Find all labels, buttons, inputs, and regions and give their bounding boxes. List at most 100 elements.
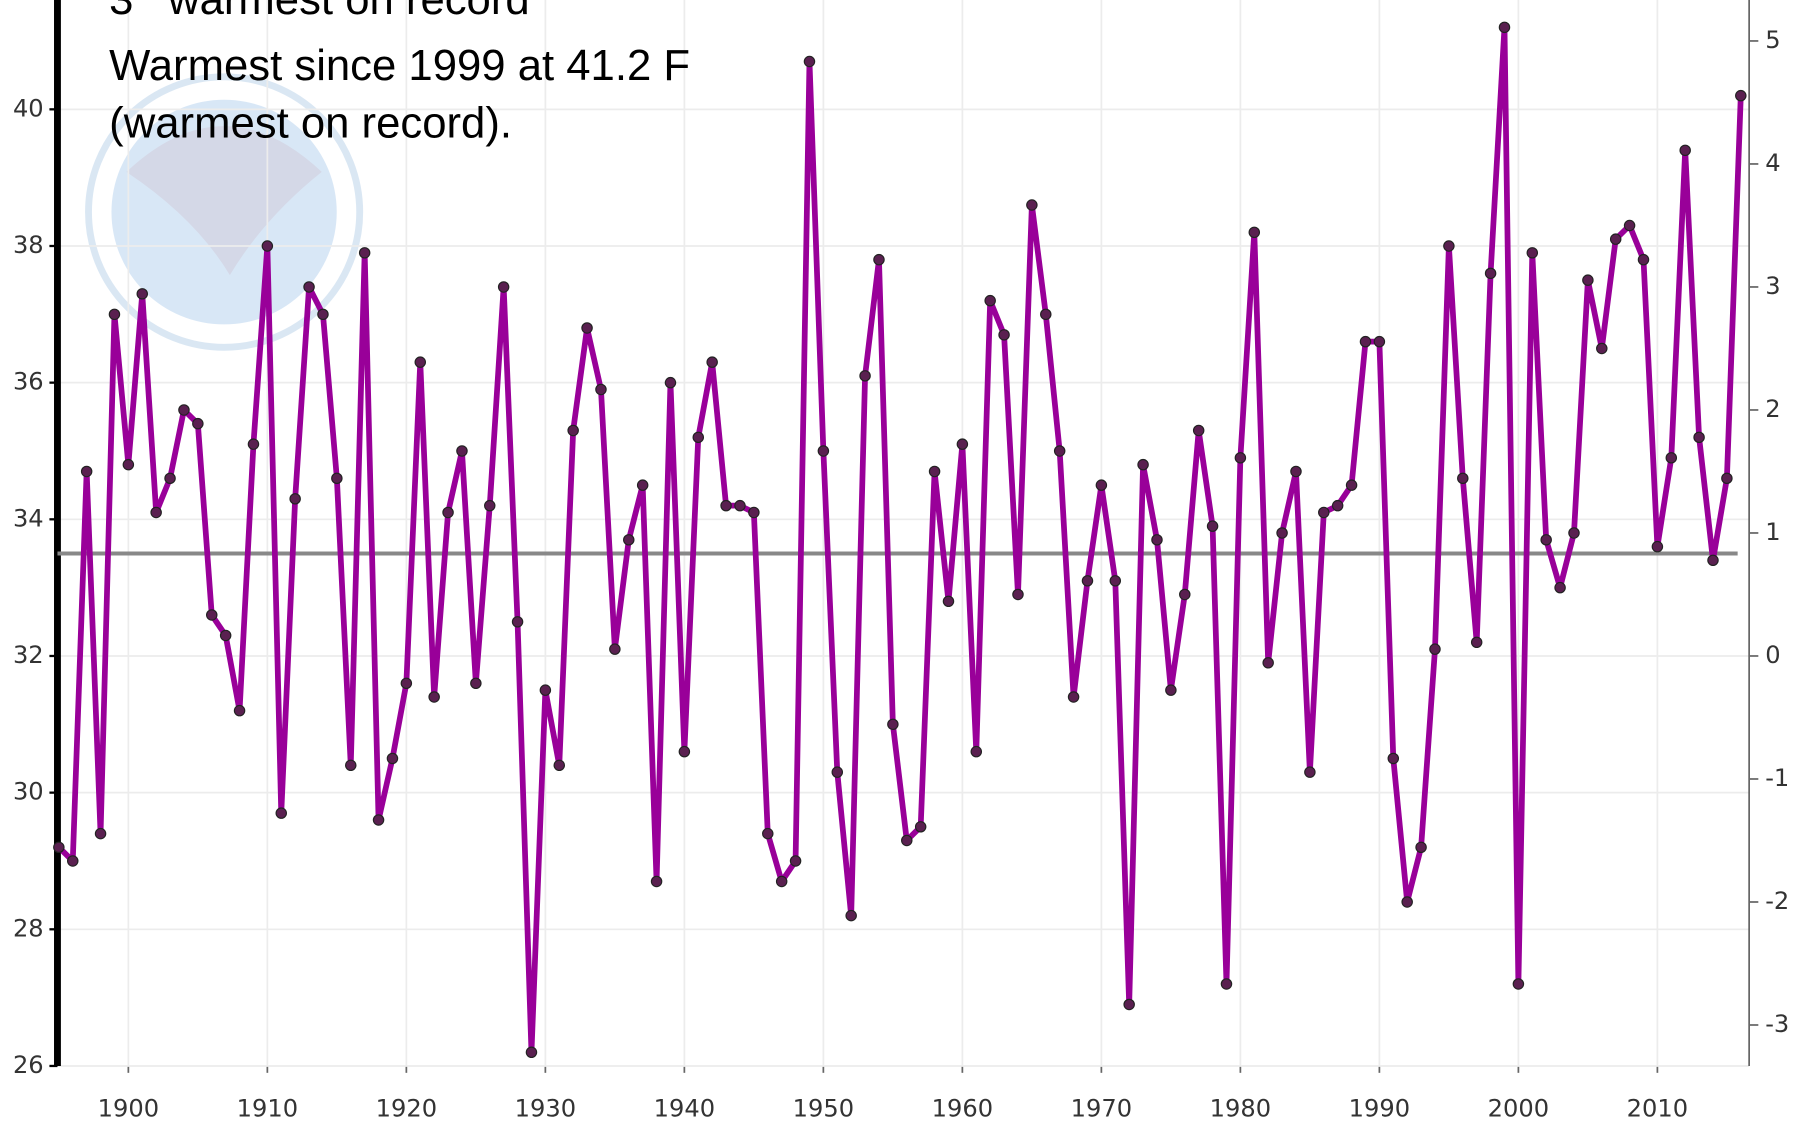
data-point: [275, 807, 288, 819]
y-tick-label: 28: [13, 914, 44, 942]
y2-tick-label: -3: [1765, 1010, 1789, 1038]
data-point: [817, 445, 830, 457]
data-point: [1179, 588, 1191, 601]
annotation-part: warmest on record: [156, 0, 530, 24]
data-point: [1679, 144, 1691, 157]
data-point: [1137, 458, 1149, 471]
x-tick-label: 1960: [932, 1095, 993, 1123]
data-point: [1443, 240, 1455, 252]
data-point: [1234, 452, 1247, 464]
data-point: [1053, 445, 1066, 457]
data-point: [1623, 219, 1636, 232]
data-point: [1637, 253, 1650, 266]
data-point: [1387, 752, 1400, 765]
data-point: [1248, 226, 1261, 239]
data-point: [762, 827, 774, 840]
data-point: [1651, 540, 1664, 553]
data-point: [1026, 199, 1038, 211]
data-point: [1304, 766, 1316, 778]
data-point: [1526, 247, 1539, 259]
data-point: [247, 438, 260, 450]
x-tick-label: 1910: [237, 1095, 298, 1123]
data-point: [1568, 527, 1580, 539]
data-point: [1040, 308, 1052, 321]
x-tick-label: 1970: [1071, 1095, 1132, 1123]
data-point: [511, 616, 524, 628]
data-point: [1290, 465, 1302, 478]
data-point: [678, 745, 691, 758]
data-point: [734, 499, 746, 512]
data-point: [372, 814, 385, 826]
data-point: [581, 322, 593, 334]
data-point: [1596, 342, 1608, 355]
data-point: [1665, 452, 1678, 464]
data-point: [567, 424, 579, 437]
data-point: [1331, 499, 1344, 512]
y2-tick-label: 5: [1765, 26, 1780, 54]
data-point: [219, 629, 232, 642]
data-point: [1554, 581, 1566, 594]
data-point: [887, 718, 899, 731]
data-point: [53, 841, 65, 854]
y-tick-label: 30: [13, 778, 44, 806]
x-tick-label: 1900: [98, 1095, 159, 1123]
data-point: [150, 506, 162, 519]
y2-tick-label: 1: [1765, 518, 1780, 546]
annotation: 3rd warmest on record: [109, 0, 530, 24]
x-tick-label: 1950: [793, 1095, 854, 1123]
data-point: [456, 445, 468, 457]
data-point: [303, 281, 315, 293]
y-tick-label: 32: [13, 641, 44, 669]
annotation-part: rd: [133, 0, 155, 6]
data-point: [998, 329, 1010, 341]
data-point: [289, 493, 301, 505]
data-point: [984, 294, 996, 307]
data-point: [1415, 841, 1427, 854]
data-point: [1095, 479, 1108, 491]
data-point: [67, 855, 79, 867]
data-point: [1401, 896, 1413, 908]
data-point: [261, 240, 274, 252]
data-point: [345, 759, 357, 772]
data-point: [1345, 479, 1358, 491]
data-point: [80, 465, 93, 478]
data-point: [914, 821, 927, 833]
data-point: [623, 534, 635, 546]
data-point: [1123, 998, 1135, 1011]
data-point: [1192, 424, 1205, 437]
data-point: [122, 458, 135, 471]
data-point: [136, 288, 149, 300]
y-tick-label: 40: [13, 94, 44, 122]
data-point: [164, 472, 176, 485]
data-point: [692, 431, 705, 444]
data-point: [1206, 520, 1219, 532]
data-point: [1429, 643, 1441, 655]
data-point: [928, 465, 941, 478]
data-point: [525, 1046, 538, 1059]
data-point: [1457, 472, 1469, 485]
data-point: [831, 766, 844, 778]
data-point: [470, 677, 482, 690]
data-point: [956, 438, 969, 450]
x-tick-label: 2000: [1488, 1095, 1549, 1123]
logo-watermark: [85, 73, 364, 351]
data-point: [1373, 335, 1386, 348]
data-point: [233, 704, 246, 717]
x-tick-label: 2010: [1627, 1095, 1688, 1123]
y-tick-label: 34: [13, 504, 44, 532]
annotation: (warmest on record).: [109, 100, 512, 148]
data-point: [192, 417, 204, 430]
y2-tick-label: 0: [1765, 641, 1780, 669]
annotation-part: 3: [109, 0, 133, 24]
data-point: [775, 875, 788, 888]
y-tick-label: 38: [13, 231, 44, 259]
data-point: [442, 506, 454, 519]
y-tick-label: 36: [13, 368, 44, 396]
data-point: [1318, 506, 1330, 519]
data-point: [1151, 534, 1163, 546]
data-point: [1012, 588, 1024, 601]
data-point: [845, 909, 857, 922]
data-point: [1359, 335, 1372, 348]
